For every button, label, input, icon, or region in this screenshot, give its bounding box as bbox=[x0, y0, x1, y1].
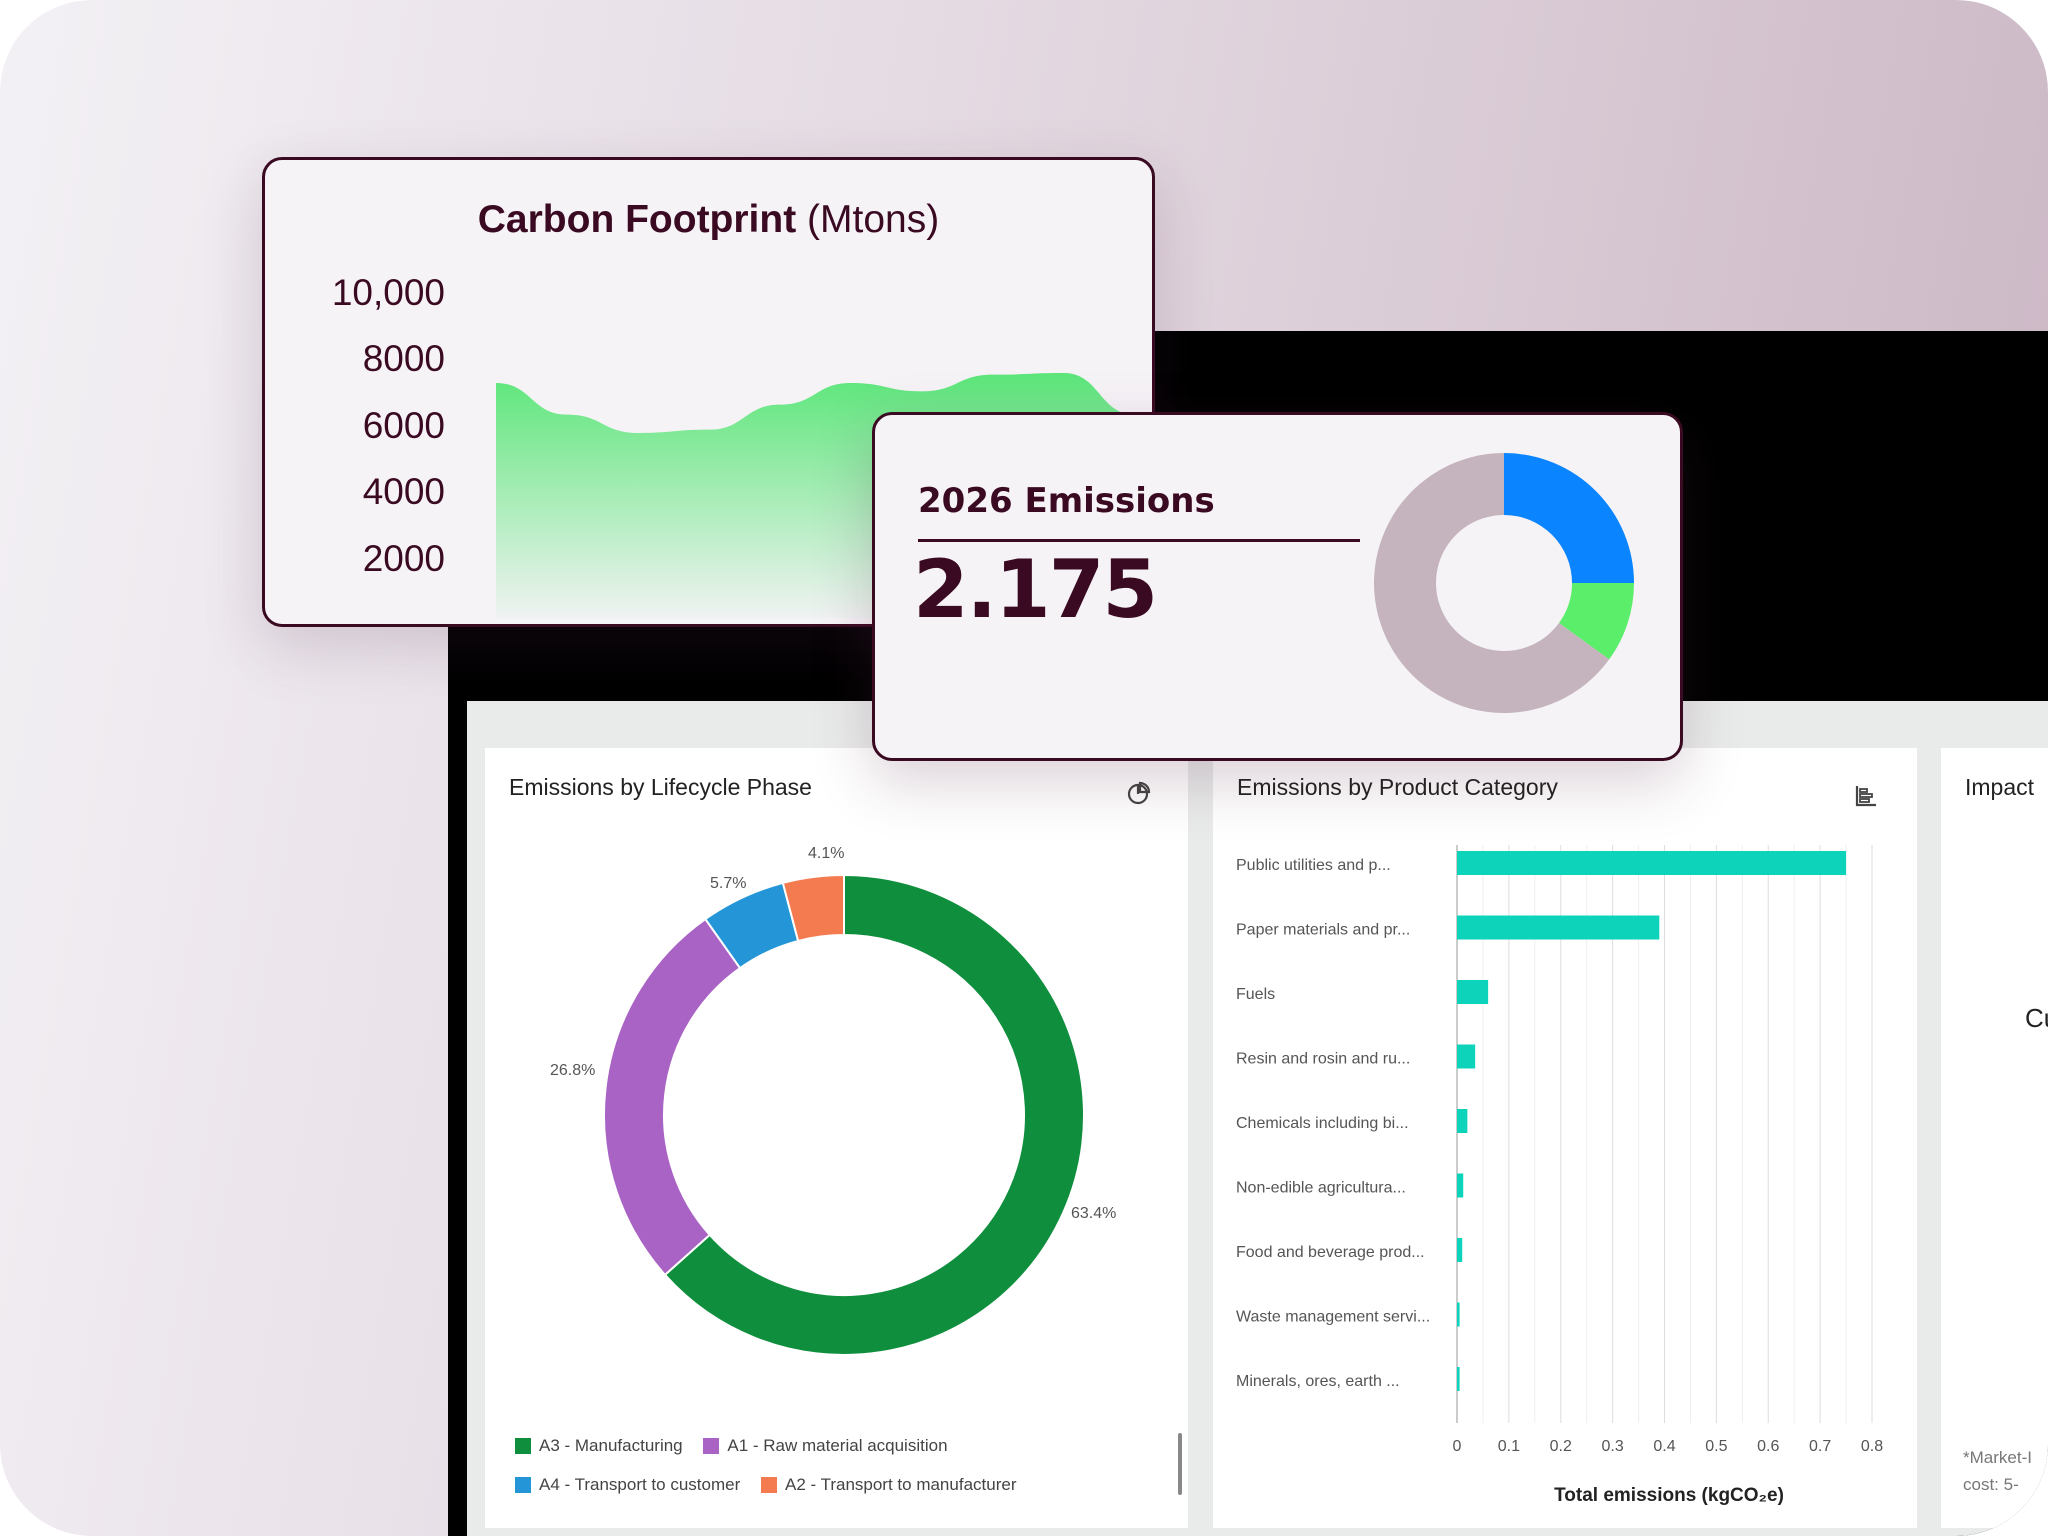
emissions-2026-card: 2026 Emissions 2.175 bbox=[872, 412, 1683, 761]
emissions-donut bbox=[1374, 453, 1634, 713]
carbon-footprint-title-unit: (Mtons) bbox=[807, 198, 940, 241]
category-label: Food and beverage prod... bbox=[1236, 1244, 1425, 1261]
product-category-card: Emissions by Product Category 0 0.1 0.2 0.3… bbox=[1213, 748, 1917, 1528]
emissions-value: 2.175 bbox=[913, 543, 1158, 636]
bar[interactable] bbox=[1457, 1109, 1468, 1133]
emissions-title: 2026 Emissions bbox=[918, 481, 1215, 521]
bar[interactable] bbox=[1457, 1044, 1476, 1069]
bar[interactable] bbox=[1457, 1302, 1460, 1327]
legend-label: A2 - Transport to manufacturer bbox=[784, 1475, 1017, 1494]
slice-label: 63.4% bbox=[1071, 1205, 1116, 1222]
impact-card-title: Impact bbox=[1965, 774, 2035, 800]
impact-partial-text: Cu bbox=[2025, 1003, 2048, 1033]
slice-label: 5.7% bbox=[710, 875, 746, 892]
category-label: Fuels bbox=[1236, 986, 1275, 1003]
y-tick-label: 4000 bbox=[362, 471, 445, 512]
product-card-title: Emissions by Product Category bbox=[1237, 774, 1558, 800]
donut-slice[interactable] bbox=[663, 873, 1085, 1356]
x-tick-label: 0.2 bbox=[1550, 1438, 1572, 1455]
bar[interactable] bbox=[1457, 1367, 1460, 1391]
category-label: Minerals, ores, earth ... bbox=[1236, 1373, 1400, 1390]
category-label: Resin and rosin and ru... bbox=[1236, 1051, 1410, 1068]
lifecycle-donut-chart: 63.4% 26.8% 5.7% 4.1% bbox=[550, 845, 1116, 1356]
x-tick-label: 0.8 bbox=[1861, 1438, 1883, 1455]
x-tick-label: 0 bbox=[1453, 1438, 1462, 1455]
donut-slice bbox=[1559, 583, 1634, 660]
category-label: Chemicals including bi... bbox=[1236, 1115, 1409, 1132]
category-label: Non-edible agricultura... bbox=[1236, 1180, 1406, 1197]
bar[interactable] bbox=[1457, 915, 1660, 940]
legend-item[interactable]: A2 - Transport to manufacturer bbox=[760, 1475, 1017, 1495]
slice-label: 26.8% bbox=[550, 1062, 595, 1079]
bar[interactable] bbox=[1457, 1238, 1463, 1262]
y-axis: 10,000 8000 6000 4000 2000 bbox=[265, 160, 445, 624]
legend-label: A1 - Raw material acquisition bbox=[727, 1436, 948, 1455]
bar[interactable] bbox=[1457, 980, 1489, 1004]
legend-swatch bbox=[515, 1438, 531, 1454]
legend-swatch bbox=[760, 1477, 777, 1493]
carbon-footprint-title-main: Carbon Footprint bbox=[477, 198, 797, 241]
donut-slice bbox=[1504, 453, 1634, 583]
x-tick-label: 0.6 bbox=[1757, 1438, 1779, 1455]
x-axis-label: Total emissions (kgCO₂e) bbox=[1554, 1485, 1784, 1506]
category-label: Public utilities and p... bbox=[1236, 857, 1391, 874]
product-bar-chart: 0 0.1 0.2 0.3 0.4 0.5 0.6 0.7 0.8 Public utilitie… bbox=[1236, 845, 1883, 1506]
impact-card: Impact Cu *Market-I cost: 5- bbox=[1941, 748, 2048, 1528]
bar[interactable] bbox=[1457, 851, 1847, 875]
x-tick-label: 0.7 bbox=[1809, 1438, 1831, 1455]
scrollbar[interactable] bbox=[1178, 1433, 1182, 1495]
legend-item[interactable]: A3 - Manufacturing bbox=[515, 1436, 683, 1456]
impact-footnote-2: cost: 5- bbox=[1963, 1475, 2019, 1494]
bar-chart-icon[interactable] bbox=[1854, 784, 1878, 808]
x-tick-label: 0.1 bbox=[1498, 1438, 1520, 1455]
donut-slice[interactable] bbox=[781, 873, 845, 943]
y-tick-label: 10,000 bbox=[331, 272, 445, 313]
lifecycle-legend-row-2: A4 - Transport to customer A2 - Transpor… bbox=[515, 1475, 1032, 1498]
x-tick-label: 0.5 bbox=[1705, 1438, 1727, 1455]
legend-swatch bbox=[703, 1438, 720, 1454]
lifecycle-phase-card: Emissions by Lifecycle Phase 63.4% 26.8% 5… bbox=[485, 748, 1188, 1528]
legend-item[interactable]: A1 - Raw material acquisition bbox=[703, 1436, 948, 1456]
dashboard: Emissions by Lifecycle Phase 63.4% 26.8% 5… bbox=[467, 701, 2048, 1536]
donut-slice[interactable] bbox=[603, 917, 742, 1277]
legend-swatch bbox=[515, 1477, 531, 1493]
divider bbox=[918, 539, 1360, 542]
y-tick-label: 8000 bbox=[362, 338, 445, 379]
lifecycle-card-title: Emissions by Lifecycle Phase bbox=[509, 774, 812, 800]
legend-label: A3 - Manufacturing bbox=[539, 1436, 683, 1455]
y-tick-label: 6000 bbox=[362, 405, 445, 446]
y-tick-label: 2000 bbox=[362, 538, 445, 579]
donut-slice bbox=[1374, 453, 1610, 713]
lifecycle-legend-row-1: A3 - Manufacturing A1 - Raw material acq… bbox=[515, 1436, 964, 1459]
category-label: Waste management servi... bbox=[1236, 1309, 1430, 1326]
impact-footnote-1: *Market-I bbox=[1963, 1448, 2032, 1467]
legend-item[interactable]: A4 - Transport to customer bbox=[515, 1475, 740, 1495]
x-tick-label: 0.3 bbox=[1602, 1438, 1624, 1455]
slice-label: 4.1% bbox=[808, 845, 844, 862]
pie-chart-icon[interactable] bbox=[1126, 780, 1152, 806]
bar[interactable] bbox=[1457, 1173, 1464, 1198]
carbon-footprint-title: Carbon Footprint (Mtons) bbox=[265, 198, 1152, 242]
category-label: Paper materials and pr... bbox=[1236, 922, 1410, 939]
legend-label: A4 - Transport to customer bbox=[539, 1475, 741, 1494]
x-tick-label: 0.4 bbox=[1653, 1438, 1675, 1455]
